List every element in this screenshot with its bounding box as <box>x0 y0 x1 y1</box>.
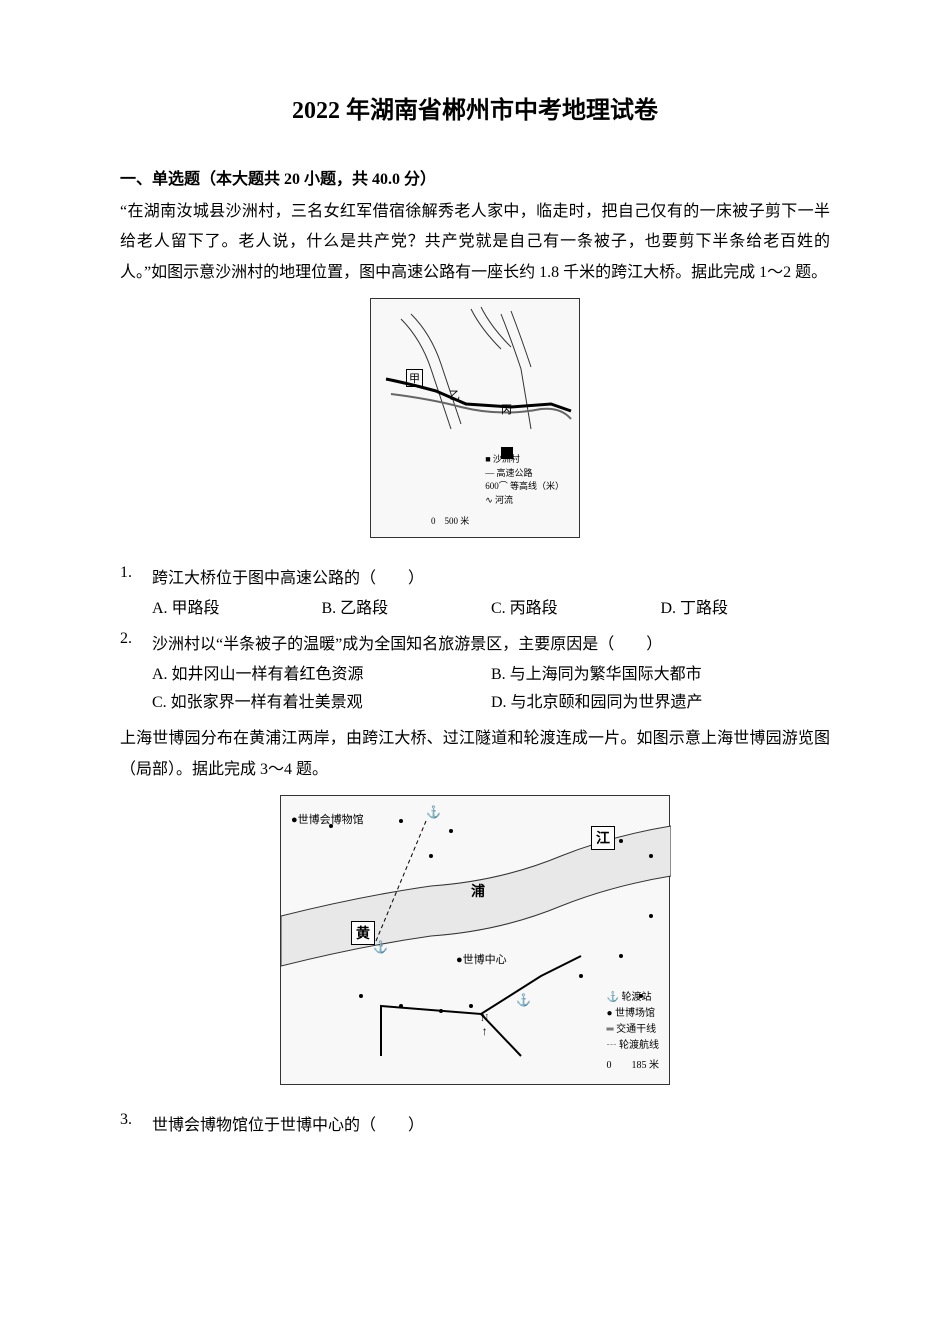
passage-2: 上海世博园分布在黄浦江两岸，由跨江大桥、过江隧道和轮渡连成一片。如图示意上海世博… <box>120 724 830 785</box>
map-1-scale: 0 500 米 <box>431 514 469 527</box>
compass: N ↑ <box>481 1013 488 1039</box>
svg-text:⚓: ⚓ <box>516 993 531 1007</box>
question-3: 3. 世博会博物馆位于世博中心的（ ） <box>120 1111 830 1135</box>
legend-item: ■ 沙洲村 <box>485 453 564 467</box>
svg-text:⚓: ⚓ <box>426 805 441 819</box>
map-2: ⚓ ⚓ ⚓ ●世博会博物馆 ●世博中心 江 浦 黄 N ↑ ⚓ 轮渡站 ● 世博… <box>280 795 670 1085</box>
question-text: 沙洲村以“半条被子的温暖”成为全国知名旅游景区，主要原因是（ ） <box>152 630 830 654</box>
legend-item: ┄ 轮渡航线 <box>607 1038 660 1054</box>
map-1-container: 甲 乙 丙 ■ 沙洲村 — 高速公路 600⌒ 等高线（米） ∿ 河流 0 50… <box>120 298 830 544</box>
svg-text:⚓: ⚓ <box>373 940 388 954</box>
legend-item: ⚓ 轮渡站 <box>607 990 660 1006</box>
question-2-options: A. 如井冈山一样有着红色资源 B. 与上海同为繁华国际大都市 C. 如张家界一… <box>120 658 830 714</box>
passage-1: “在湖南汝城县沙洲村，三名女红军借宿徐解秀老人家中，临走时，把自己仅有的一床被子… <box>120 197 830 288</box>
legend-item: 600⌒ 等高线（米） <box>485 480 564 494</box>
question-2: 2. 沙洲村以“半条被子的温暖”成为全国知名旅游景区，主要原因是（ ） <box>120 630 830 654</box>
question-1: 1. 跨江大桥位于图中高速公路的（ ） <box>120 564 830 588</box>
map-2-legend: ⚓ 轮渡站 ● 世博场馆 ═ 交通干线 ┄ 轮渡航线 0 185 米 <box>607 990 660 1074</box>
map-label-bing: 丙 <box>501 401 512 417</box>
legend-item: ∿ 河流 <box>485 494 564 508</box>
map-1-legend: ■ 沙洲村 — 高速公路 600⌒ 等高线（米） ∿ 河流 <box>485 453 564 507</box>
option-d[interactable]: D. 与北京颐和园同为世界遗产 <box>491 686 830 714</box>
map-label-jia: 甲 <box>406 369 423 387</box>
river-label-jiang: 江 <box>591 826 615 850</box>
option-c[interactable]: C. 丙路段 <box>491 592 661 620</box>
river-label-huang: 黄 <box>351 921 375 945</box>
question-text: 世博会博物馆位于世博中心的（ ） <box>152 1111 830 1135</box>
option-d[interactable]: D. 丁路段 <box>661 592 831 620</box>
map-2-container: ⚓ ⚓ ⚓ ●世博会博物馆 ●世博中心 江 浦 黄 N ↑ ⚓ 轮渡站 ● 世博… <box>120 795 830 1091</box>
section-header: 一、单选题（本大题共 20 小题，共 40.0 分） <box>120 165 830 189</box>
river-label-pu: 浦 <box>471 881 485 901</box>
exam-title: 2022 年湖南省郴州市中考地理试卷 <box>120 90 830 125</box>
map-label-yi: 乙 <box>449 387 460 403</box>
question-1-options: A. 甲路段 B. 乙路段 C. 丙路段 D. 丁路段 <box>120 592 830 620</box>
option-a[interactable]: A. 甲路段 <box>152 592 322 620</box>
legend-item: — 高速公路 <box>485 467 564 481</box>
poi-museum: ●世博会博物馆 <box>291 811 364 827</box>
question-number: 1. <box>120 564 152 588</box>
poi-center: ●世博中心 <box>456 951 507 967</box>
question-number: 3. <box>120 1111 152 1135</box>
question-text: 跨江大桥位于图中高速公路的（ ） <box>152 564 830 588</box>
question-number: 2. <box>120 630 152 654</box>
option-a[interactable]: A. 如井冈山一样有着红色资源 <box>152 658 491 686</box>
option-b[interactable]: B. 乙路段 <box>322 592 492 620</box>
map-2-scale: 0 185 米 <box>607 1058 660 1074</box>
legend-item: ● 世博场馆 <box>607 1006 660 1022</box>
option-c[interactable]: C. 如张家界一样有着壮美景观 <box>152 686 491 714</box>
legend-item: ═ 交通干线 <box>607 1022 660 1038</box>
option-b[interactable]: B. 与上海同为繁华国际大都市 <box>491 658 830 686</box>
map-1: 甲 乙 丙 ■ 沙洲村 — 高速公路 600⌒ 等高线（米） ∿ 河流 0 50… <box>370 298 580 538</box>
